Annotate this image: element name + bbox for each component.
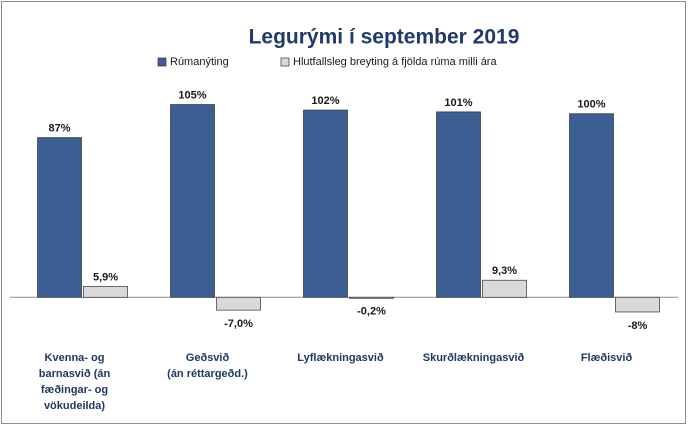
x-tick-label: fæðingar- og	[41, 384, 108, 396]
value-label: -8%	[628, 320, 648, 332]
bar	[37, 137, 82, 298]
bar	[482, 279, 527, 298]
chart-title: Legurými í september 2019	[249, 26, 520, 49]
bar	[83, 286, 128, 298]
value-label: 9,3%	[492, 265, 517, 277]
x-tick-label: (án réttargeðd.)	[167, 368, 248, 380]
legend-swatch	[280, 57, 290, 67]
bar	[216, 296, 261, 311]
bar	[569, 113, 614, 298]
legend-label: Rúmanýting	[170, 56, 229, 68]
value-label: 5,9%	[93, 271, 118, 283]
bar	[303, 109, 348, 298]
legend-label: Hlutfallsleg breyting á fjölda rúma mill…	[293, 56, 497, 68]
value-label: 102%	[311, 95, 339, 107]
value-label: -7,0%	[224, 318, 253, 330]
bar	[170, 104, 215, 298]
bar	[436, 111, 481, 298]
x-tick-label: Flæðisvið	[581, 352, 633, 364]
x-tick-label: Skurðlækningasvið	[423, 352, 525, 364]
x-tick-label: Kvenna- og	[45, 352, 105, 364]
x-tick-label: Lyflækningasvið	[297, 352, 384, 364]
value-label: 105%	[178, 89, 206, 101]
bar	[349, 296, 394, 299]
x-tick-label: barnasvið (án	[39, 368, 111, 380]
value-label: 101%	[444, 97, 472, 109]
legend-swatch	[157, 57, 167, 67]
x-tick-label: vökudeilda)	[44, 400, 105, 412]
value-label: -0,2%	[357, 306, 386, 318]
bar	[615, 296, 660, 313]
value-label: 87%	[48, 122, 70, 134]
value-label: 100%	[577, 99, 605, 111]
x-tick-label: Geðsvið	[186, 352, 230, 364]
